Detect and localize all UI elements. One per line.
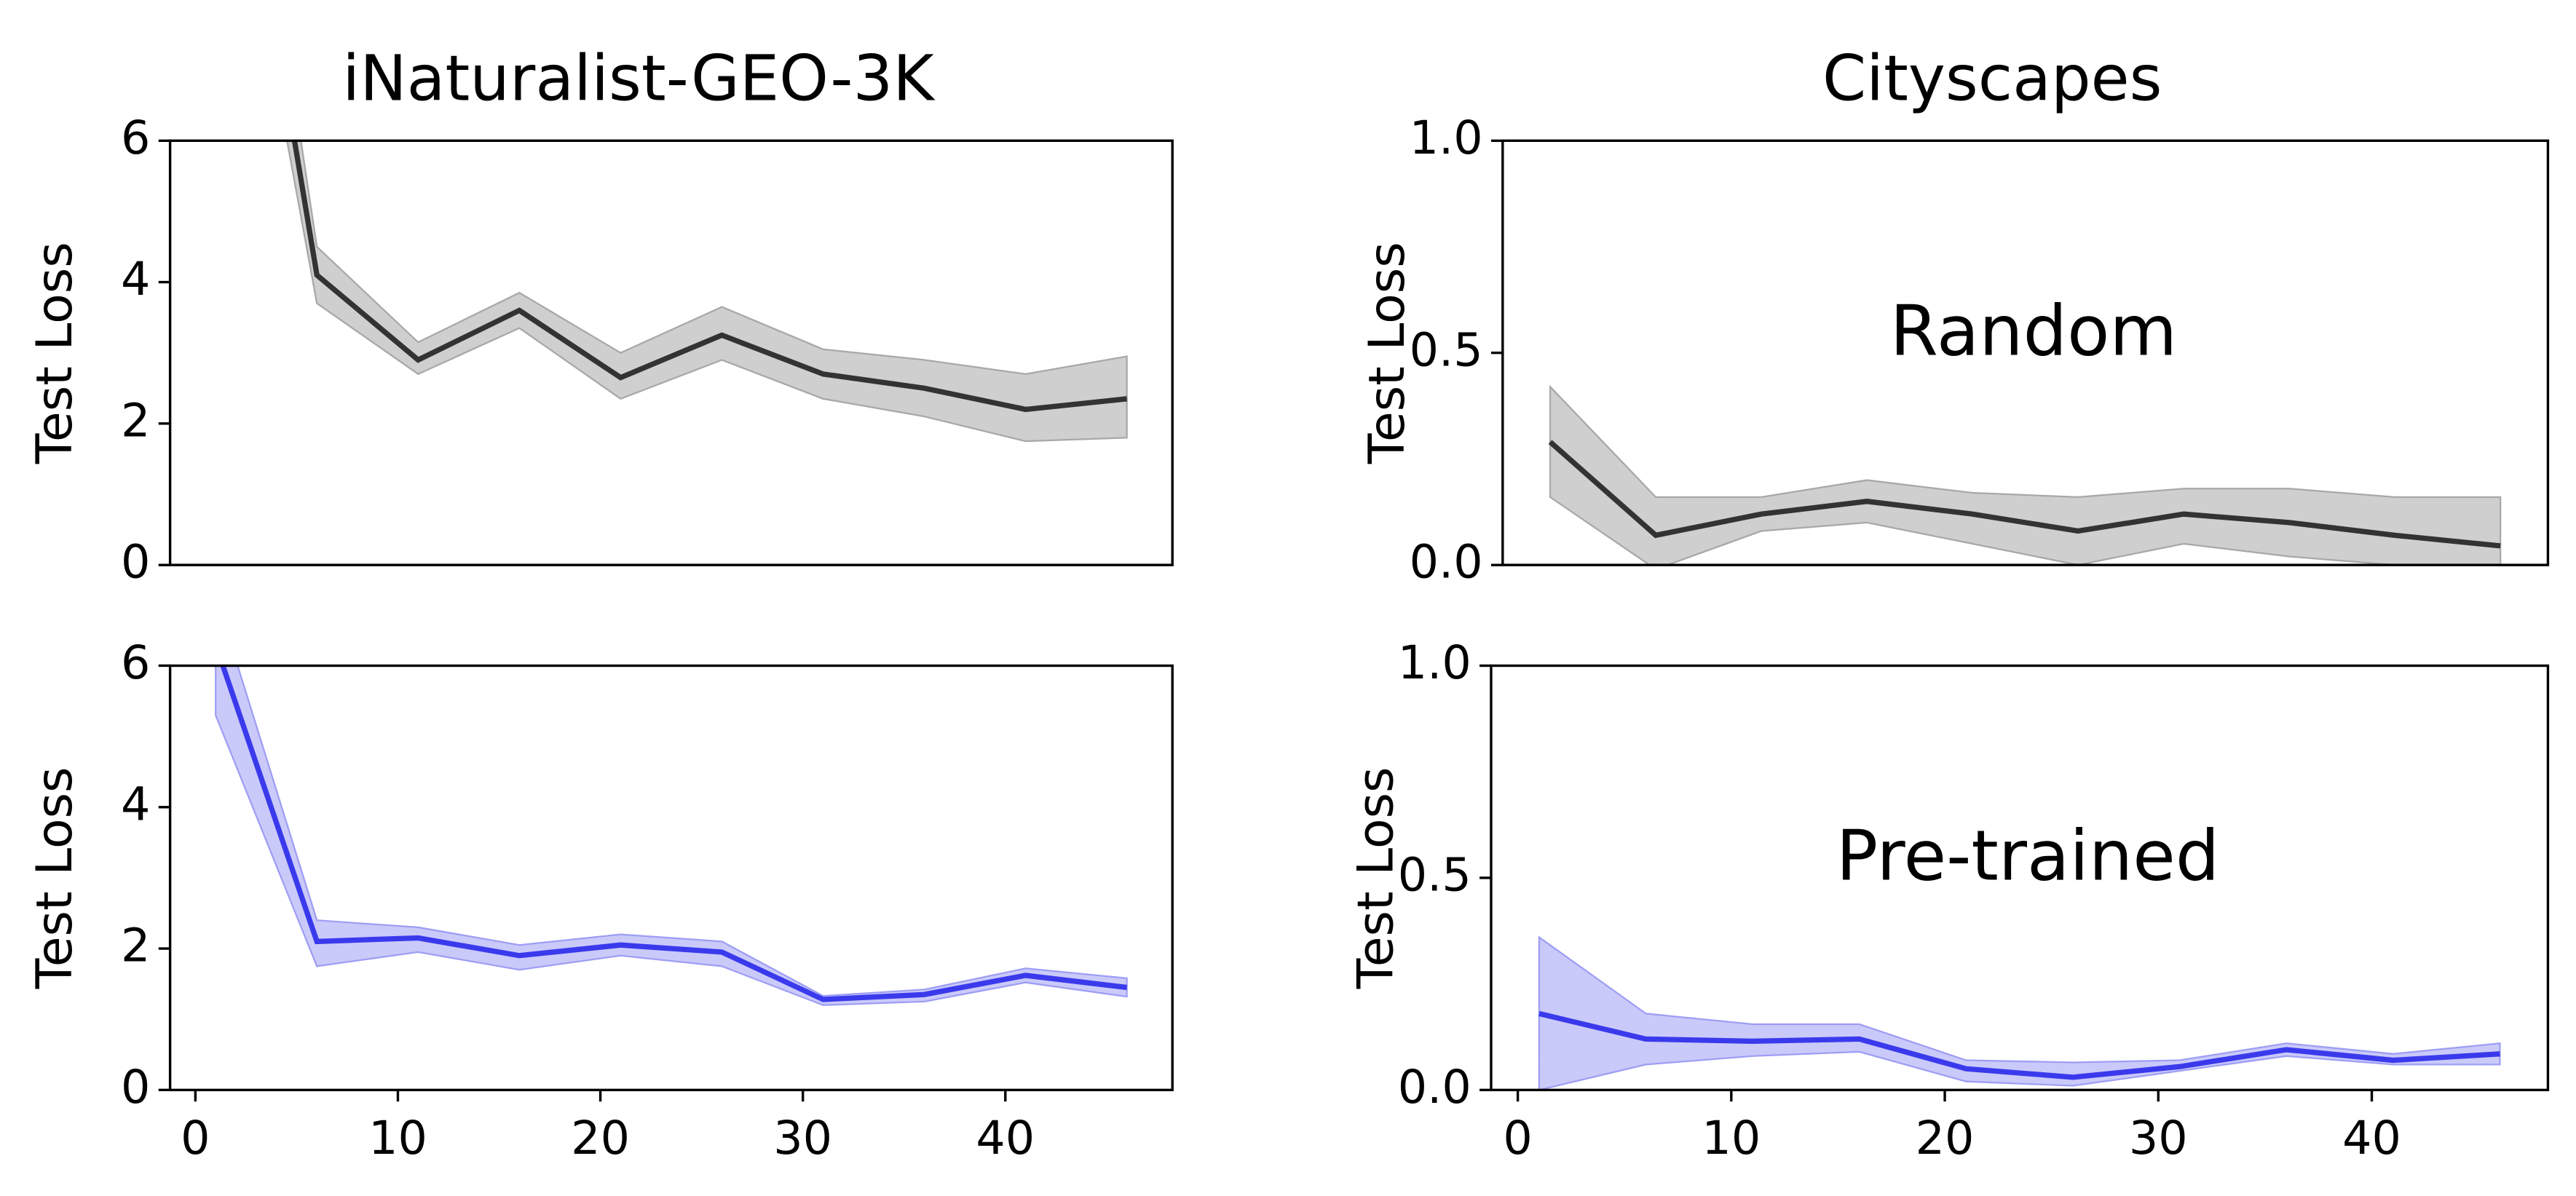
y-tick-label: 6 — [121, 111, 150, 165]
axes-frame — [168, 139, 1174, 566]
y-tick-label: 4 — [121, 777, 150, 831]
line — [1548, 440, 2501, 549]
plot-area — [215, 665, 1128, 1006]
y-tick-label: 0.5 — [1410, 322, 1483, 376]
y-tick-label: 6 — [121, 635, 150, 689]
y-tick-label: 1.0 — [1410, 111, 1483, 165]
line — [1538, 1010, 2500, 1080]
line — [291, 140, 1128, 413]
x-tick-label: 10 — [1702, 1111, 1761, 1165]
error-band — [1549, 384, 2502, 566]
y-axis-label: Test Loss — [26, 767, 84, 990]
x-tick-label: 30 — [2129, 1111, 2188, 1165]
x-tick-label: 40 — [976, 1111, 1035, 1165]
chart-title: iNaturalist-GEO-3K — [342, 42, 936, 115]
y-tick-label: 4 — [121, 252, 150, 306]
panel: 0 2 4 6 0 10 20 30 40 Test Loss — [26, 635, 1174, 1165]
y-tick-label: 1.0 — [1398, 635, 1471, 689]
error-band — [1538, 935, 2501, 1090]
y-tick-label: 0 — [121, 1060, 150, 1114]
annotation: Random — [1890, 291, 2177, 371]
axes-frame — [168, 664, 1174, 1092]
x-tick-label: 20 — [1916, 1111, 1975, 1165]
y-tick-label: 0.0 — [1398, 1060, 1471, 1114]
panel: 0 2 4 6 iNaturalist-GEO-3K Test Loss — [26, 42, 1174, 589]
x-tick-label: 20 — [571, 1111, 630, 1165]
x-tick-label: 40 — [2342, 1111, 2401, 1165]
y-axis-label: Test Loss — [1347, 767, 1404, 990]
x-tick-label: 0 — [181, 1111, 210, 1165]
x-tick-label: 10 — [368, 1111, 427, 1165]
panel: 0.0 0.5 1.0 0 10 20 30 40 Test Loss Pre-trained — [1347, 635, 2550, 1165]
panel: 0.0 0.5 1.0 Cityscapes Test Loss Random — [1359, 42, 2550, 589]
x-tick-label: 0 — [1503, 1111, 1532, 1165]
error-band — [286, 140, 1128, 443]
y-tick-label: 2 — [121, 919, 150, 973]
plot-area — [1538, 935, 2501, 1090]
line — [220, 665, 1128, 1002]
chart-title: Cityscapes — [1822, 42, 2162, 115]
annotation: Pre-trained — [1836, 816, 2220, 896]
plot-area — [286, 140, 1128, 443]
plot-area — [1548, 384, 2502, 566]
y-tick-label: 0.0 — [1410, 535, 1483, 589]
y-axis-label: Test Loss — [26, 242, 84, 464]
y-tick-label: 0.5 — [1398, 847, 1471, 901]
error-band — [215, 665, 1128, 1006]
y-axis-label: Test Loss — [1359, 242, 1416, 464]
y-tick-label: 0 — [121, 535, 150, 589]
y-tick-label: 2 — [121, 393, 150, 447]
x-tick-label: 30 — [773, 1111, 832, 1165]
